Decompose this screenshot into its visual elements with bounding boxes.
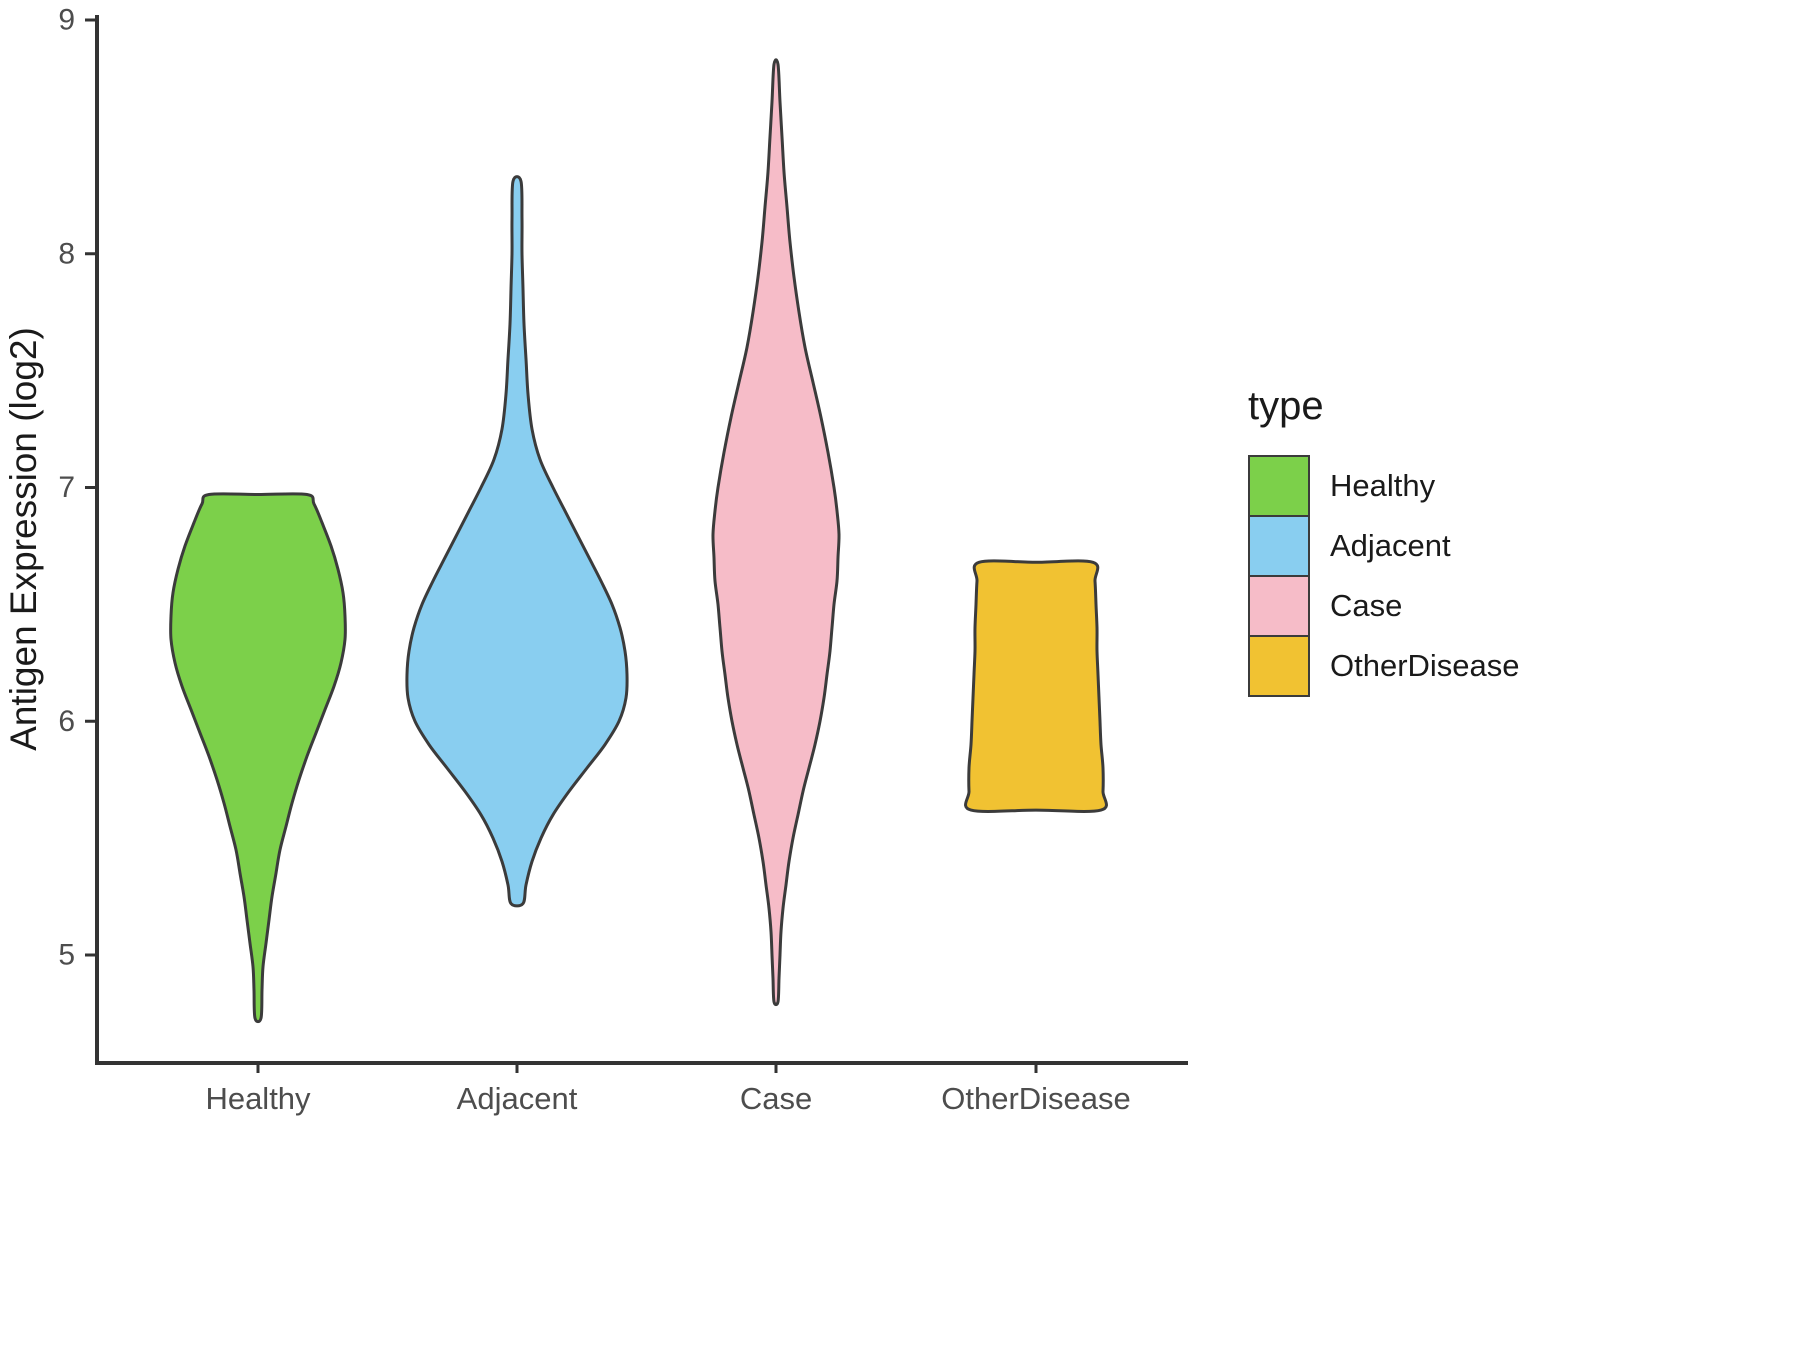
x-tick-label: Adjacent bbox=[457, 1081, 578, 1116]
y-tick-label: 5 bbox=[58, 939, 75, 972]
y-tick-label: 6 bbox=[58, 705, 75, 738]
legend: type Healthy Adjacent Case OtherDisease bbox=[1248, 384, 1520, 697]
y-tick-label: 8 bbox=[58, 237, 75, 270]
legend-item: Case bbox=[1248, 575, 1520, 637]
violin-case bbox=[711, 58, 841, 1007]
legend-label: OtherDisease bbox=[1330, 648, 1520, 683]
legend-label: Case bbox=[1330, 588, 1403, 623]
violin-otherdisease bbox=[964, 559, 1108, 813]
legend-item: OtherDisease bbox=[1248, 635, 1520, 697]
legend-item: Adjacent bbox=[1248, 515, 1520, 577]
legend-label: Adjacent bbox=[1330, 528, 1451, 563]
legend-swatch-icon bbox=[1248, 635, 1310, 697]
x-tick-label: Case bbox=[740, 1081, 812, 1116]
violin-adjacent bbox=[405, 175, 629, 908]
legend-items: Healthy Adjacent Case OtherDisease bbox=[1248, 455, 1520, 697]
x-tick-label: OtherDisease bbox=[941, 1081, 1131, 1116]
legend-swatch-icon bbox=[1248, 575, 1310, 637]
violin-healthy bbox=[169, 492, 347, 1024]
legend-title: type bbox=[1248, 384, 1324, 428]
y-tick-label: 9 bbox=[58, 4, 75, 37]
y-tick-label: 7 bbox=[58, 471, 75, 504]
legend-item: Healthy bbox=[1248, 455, 1520, 517]
x-tick-label: Healthy bbox=[205, 1081, 311, 1116]
legend-swatch-icon bbox=[1248, 455, 1310, 517]
legend-label: Healthy bbox=[1330, 468, 1436, 503]
y-axis-title: Antigen Expression (log2) bbox=[3, 327, 44, 751]
legend-swatch-icon bbox=[1248, 515, 1310, 577]
